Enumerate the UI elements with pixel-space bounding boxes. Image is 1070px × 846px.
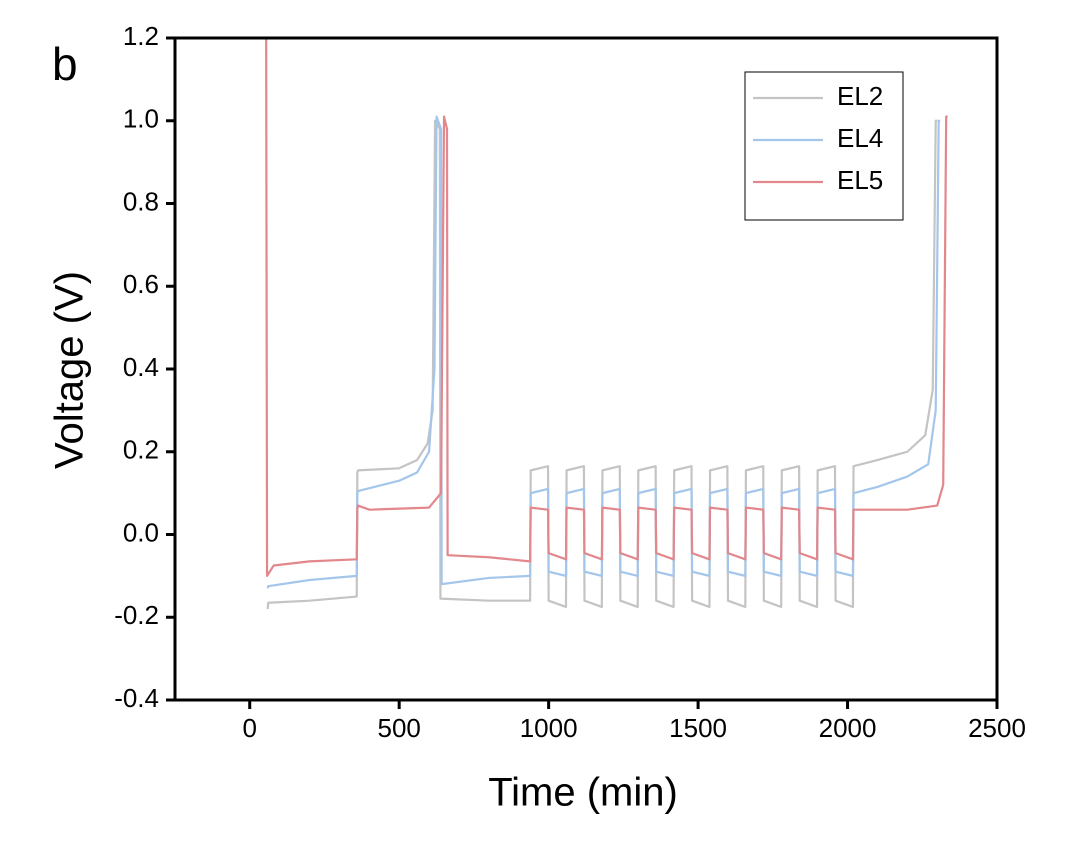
x-tick-label: 1500 [669, 713, 727, 743]
x-tick-label: 2500 [968, 713, 1026, 743]
y-tick-label: 1.0 [123, 104, 159, 134]
x-axis-label: Time (min) [488, 771, 678, 815]
y-tick-label: 0.8 [123, 186, 159, 216]
y-tick-label: -0.2 [114, 600, 159, 630]
y-tick-label: 0.2 [123, 435, 159, 465]
legend-label: EL4 [837, 123, 883, 153]
panel-label: b [52, 38, 78, 90]
data-line [265, 37, 948, 577]
legend-label: EL5 [837, 165, 883, 195]
y-tick-label: 0.6 [123, 269, 159, 299]
x-tick-label: 500 [377, 713, 420, 743]
x-tick-label: 1000 [520, 713, 578, 743]
y-tick-label: 0.0 [123, 517, 159, 547]
y-tick-label: -0.4 [114, 683, 159, 713]
plot-frame [173, 36, 999, 702]
y-axis-label: Voltage (V) [48, 271, 92, 469]
x-tick-label: 0 [242, 713, 256, 743]
y-tick-label: 1.2 [123, 21, 159, 51]
x-tick-label: 2000 [819, 713, 877, 743]
legend-box [744, 71, 904, 221]
y-tick-label: 0.4 [123, 352, 159, 382]
legend-label: EL2 [837, 81, 883, 111]
